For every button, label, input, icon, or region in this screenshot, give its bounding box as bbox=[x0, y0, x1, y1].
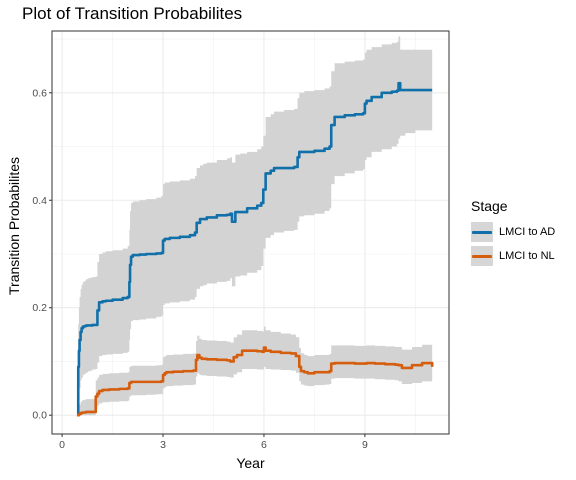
x-axis: 0 3 6 9 bbox=[59, 434, 368, 451]
x-tick-label: 3 bbox=[160, 439, 166, 451]
y-tick-label: 0.2 bbox=[32, 302, 47, 314]
x-tick-label: 9 bbox=[362, 439, 368, 451]
legend-title: Stage bbox=[471, 198, 555, 214]
legend-line-icon bbox=[472, 255, 492, 258]
x-axis-label: Year bbox=[52, 455, 449, 471]
y-axis-label: Transition Probabilites bbox=[6, 157, 22, 295]
legend-key-lmci-to-nl bbox=[471, 246, 493, 266]
y-tick-label: 0.6 bbox=[32, 87, 47, 99]
y-tick-label: 0.4 bbox=[32, 195, 47, 207]
legend-key-lmci-to-ad bbox=[471, 222, 493, 242]
legend-item-lmci-to-nl: LMCI to NL bbox=[471, 244, 555, 268]
legend-line-icon bbox=[472, 231, 492, 234]
legend: Stage LMCI to AD LMCI to NL bbox=[471, 198, 555, 268]
y-axis: 0.0 0.2 0.4 0.6 bbox=[32, 87, 52, 421]
legend-label: LMCI to AD bbox=[499, 226, 555, 238]
y-tick-label: 0.0 bbox=[32, 410, 47, 422]
x-tick-label: 0 bbox=[59, 439, 65, 451]
legend-item-lmci-to-ad: LMCI to AD bbox=[471, 220, 555, 244]
x-tick-label: 6 bbox=[261, 439, 267, 451]
legend-label: LMCI to NL bbox=[499, 250, 555, 262]
